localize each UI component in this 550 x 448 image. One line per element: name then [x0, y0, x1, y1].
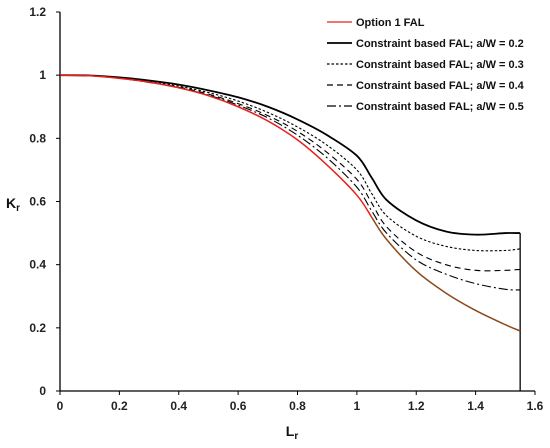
series-line-option1-tail	[371, 216, 521, 332]
y-tick-label: 0.4	[29, 258, 46, 272]
series-line-option1	[59, 74, 373, 218]
x-axis-title: Lr	[286, 423, 299, 442]
legend: Option 1 FAL Constraint based FAL; a/W = …	[327, 17, 525, 113]
y-tick-label: 0.6	[29, 195, 46, 209]
series-line-aw1	[59, 74, 521, 236]
y-axis-title-main: K	[6, 195, 16, 211]
axes-layer: 0 0.2 0.4 0.6 0.8 1 1.2 1.4 1.6 0 0.2 0.4 0.6 0.8 1 1.2…	[6, 5, 544, 442]
y-tick-label: 0.2	[29, 321, 46, 335]
legend-label-3: Constraint based FAL; a/W = 0.4	[356, 80, 525, 92]
x-tick-label: 0.8	[289, 399, 306, 413]
x-tick-label: 0.4	[170, 399, 187, 413]
legend-label-0: Option 1 FAL	[356, 17, 425, 29]
y-tick-label: 1	[39, 68, 46, 82]
series-layer	[59, 74, 521, 391]
y-tick-label: 0	[39, 384, 46, 398]
x-tick-label: 0	[57, 399, 64, 413]
x-tick-label: 0.2	[111, 399, 128, 413]
y-axis-title: Kr	[6, 195, 20, 214]
x-tick-label: 1	[354, 399, 361, 413]
x-axis-title-main: L	[286, 423, 295, 439]
x-axis-title-sub: r	[294, 431, 298, 442]
x-tick-label: 1.2	[408, 399, 425, 413]
legend-label-4: Constraint based FAL; a/W = 0.5	[356, 101, 524, 113]
x-tick-label: 0.6	[230, 399, 247, 413]
y-axis-title-sub: r	[16, 203, 20, 214]
y-tick-label: 1.2	[29, 5, 46, 19]
y-tick-label: 0.8	[29, 131, 46, 145]
legend-label-2: Constraint based FAL; a/W = 0.3	[356, 59, 524, 71]
legend-label-1: Constraint based FAL; a/W = 0.2	[356, 38, 524, 50]
x-tick-label: 1.6	[527, 399, 544, 413]
series-line-aw3	[59, 74, 521, 272]
x-tick-label: 1.4	[467, 399, 484, 413]
